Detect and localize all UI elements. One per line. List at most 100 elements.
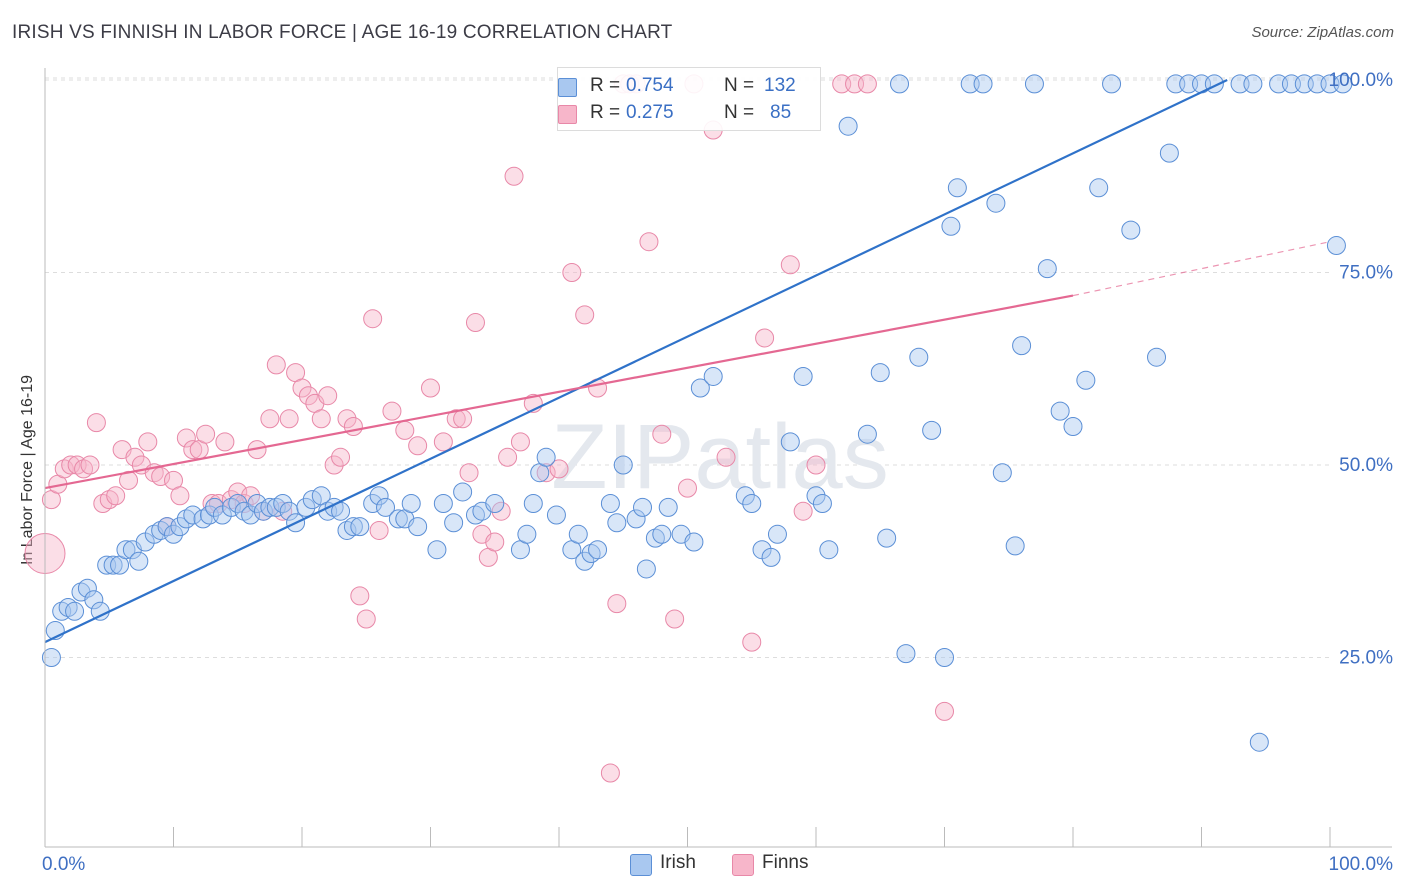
irish-point [90,601,110,621]
irish-point [703,366,723,386]
irish-point [812,494,832,513]
irish-point [1012,336,1032,356]
irish-point [909,347,929,367]
irish-point [857,424,877,444]
finns-point [408,436,428,456]
irish-point [652,524,672,544]
irish-point [922,420,942,440]
irish-point [65,601,85,621]
source-label: Source: ZipAtlas.com [1251,24,1394,41]
finns-point [600,763,620,783]
irish-point [77,578,97,598]
irish-point [273,494,293,513]
irish-point [600,494,620,513]
finns-legend-swatch [732,854,754,876]
finns-point [716,447,736,467]
irish-point [890,74,910,94]
irish-point [806,486,826,506]
irish-point [568,524,588,544]
watermark: ZIPatlas [551,406,888,508]
irish-legend-label: Irish [660,852,696,873]
finns-point [459,463,479,483]
irish-point [1243,74,1263,94]
finns-point [453,409,473,429]
y-tick-label: 100.0% [1329,70,1394,91]
irish-r-value: 0.754 [626,75,674,96]
finns-series [24,74,954,783]
irish-point [350,517,370,537]
y-tick-label: 50.0% [1339,455,1393,476]
finns-n-label: N = [724,102,755,123]
irish-point [986,193,1006,213]
irish-point [247,494,267,513]
finns-legend-label: Finns [762,852,809,873]
finns-point [607,594,627,614]
irish-point [1076,370,1096,390]
finns-point [343,417,363,436]
irish-point [780,432,800,452]
irish-r-label: R = [590,75,621,96]
irish-point [164,524,183,544]
finns-point [369,520,389,540]
finns-point [575,305,595,325]
irish-point [129,551,149,571]
finns-point [652,424,672,444]
irish-series [41,74,1353,752]
irish-point [793,366,813,386]
finns-point [382,401,402,421]
finns-point [311,409,331,429]
irish-point [116,540,136,560]
irish-point [607,513,627,533]
finns-point [806,455,826,475]
irish-point [241,505,261,525]
finns-point [742,632,762,652]
irish-point [1005,536,1025,556]
irish-point [296,497,316,517]
axes: 25.0% 50.0% 75.0% 100.0% 0.0% 100.0% [42,68,1393,875]
irish-point [1037,259,1057,279]
irish-point [444,513,464,533]
finns-point [421,378,440,398]
irish-point [690,378,710,398]
finns-point [395,420,415,440]
irish-point [1159,143,1179,163]
irish-point [947,178,967,198]
finns-point [215,432,235,452]
finns-point [183,440,203,460]
irish-point [636,559,656,579]
irish-point [992,463,1012,483]
finns-point [324,455,344,475]
finns-point [292,378,312,398]
irish-point [1050,401,1070,421]
irish-point [1121,220,1141,240]
irish-swatch [558,78,577,97]
irish-point [870,363,890,383]
irish-point [485,494,505,513]
finns-point [363,309,383,329]
irish-point [1147,347,1167,367]
finns-trend-line [44,294,1074,490]
finns-r-label: R = [590,102,621,123]
irish-point [761,547,781,567]
finns-point [562,263,582,282]
irish-point [517,524,537,544]
irish-point [877,528,897,548]
finns-point [260,409,280,429]
legend-item-irish[interactable]: Irish [630,852,696,876]
finns-point [298,386,318,406]
finns-point [935,701,954,721]
irish-point [838,116,858,136]
finns-point [318,386,338,406]
finns-point [639,232,659,252]
finns-n-value: 85 [770,102,792,123]
irish-point [369,486,389,506]
finns-r-value: 0.275 [626,102,674,123]
finns-point [170,486,190,506]
finns-point [465,313,485,333]
finns-point [498,447,518,467]
irish-point [1063,417,1083,436]
irish-point [658,497,678,517]
irish-point [1326,236,1346,256]
legend-item-finns[interactable]: Finns [732,852,809,876]
irish-point [183,505,203,525]
